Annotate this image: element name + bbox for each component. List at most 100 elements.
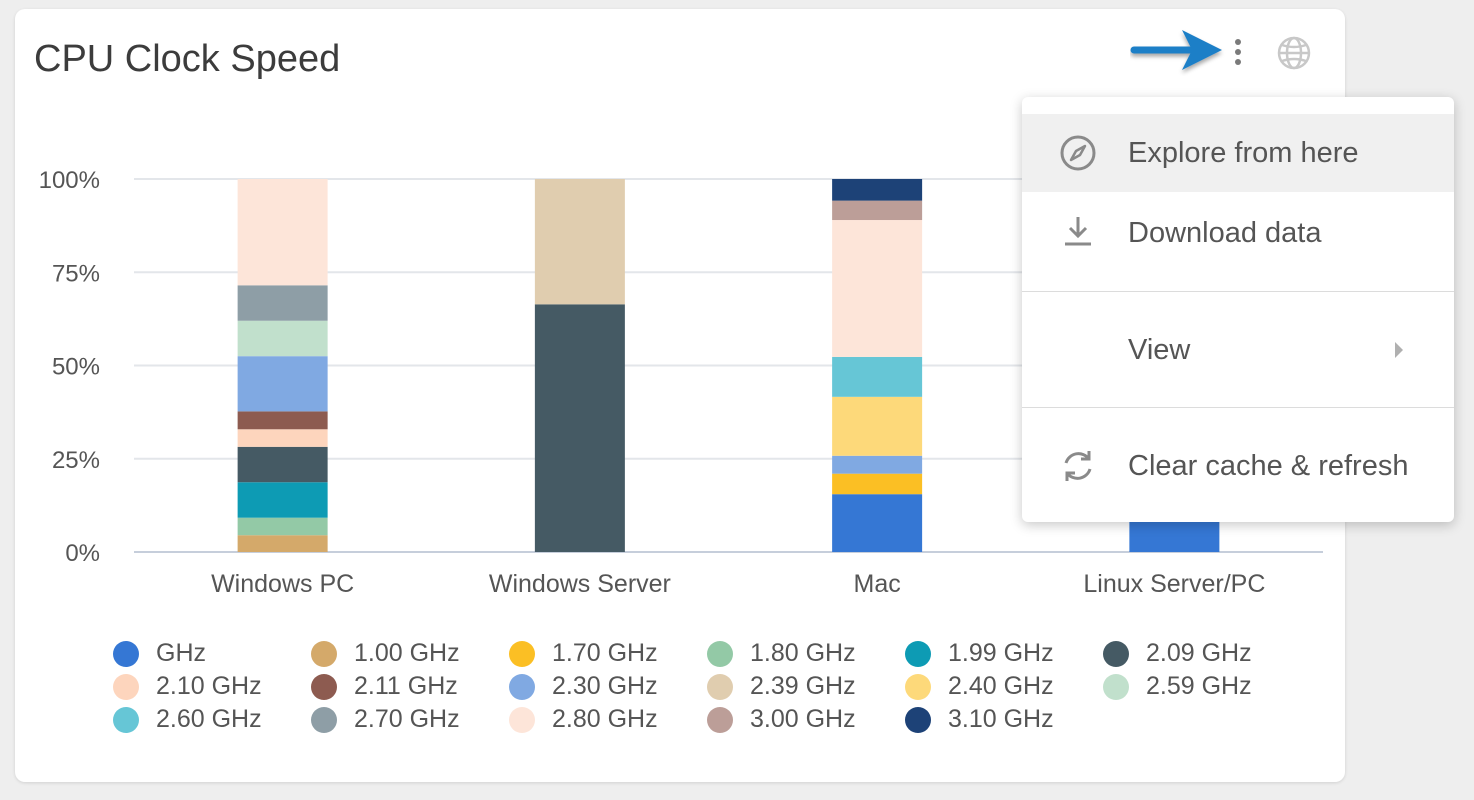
page-title: CPU Clock Speed [34,38,341,80]
menu-item-label: Explore from here [1128,136,1359,169]
menu-item-label: View [1128,333,1191,366]
legend-label: 2.80 GHz [552,705,658,733]
options-menu: Explore from here Download data View Cle… [1022,97,1454,522]
legend-swatch [905,640,931,667]
legend-label: 2.10 GHz [156,672,262,700]
bar-segment [237,356,328,412]
menu-item-label: Download data [1128,216,1322,249]
legend-swatch [707,673,733,700]
legend-label: 3.10 GHz [948,705,1054,733]
legend-swatch [113,673,139,700]
legend-label: 2.59 GHz [1146,672,1252,700]
legend-label: 3.00 GHz [750,705,856,733]
bar-segment [832,179,923,201]
legend-label: 1.00 GHz [354,639,460,667]
legend-item[interactable]: 1.70 GHz [509,639,707,667]
bar-segment [832,455,923,474]
globe-icon[interactable] [1276,35,1312,71]
bar-segment [832,220,923,357]
menu-divider [1022,407,1454,408]
bar-segment [832,396,923,456]
explore-from-here-menu-item[interactable]: Explore from here [1022,114,1454,192]
legend-item[interactable]: 2.39 GHz [707,672,905,700]
legend-label: 1.80 GHz [750,639,856,667]
more-options-icon[interactable] [1226,36,1250,68]
legend-swatch [509,640,535,667]
menu-item-label: Clear cache & refresh [1128,449,1409,482]
legend-item[interactable]: 1.99 GHz [905,639,1103,667]
legend-swatch [905,706,931,733]
bar-segment [237,179,328,286]
legend-swatch [1103,673,1129,700]
bar-segment [237,285,328,321]
bar-segment [832,356,923,397]
legend-item[interactable]: 2.80 GHz [509,705,707,733]
legend-swatch [311,673,337,700]
legend-swatch [905,673,931,700]
y-tick-label: 75% [52,260,100,287]
legend-item[interactable]: GHz [113,639,311,667]
compass-icon [1060,135,1096,171]
legend-label: 2.09 GHz [1146,639,1252,667]
x-tick-label: Linux Server/PC [1083,570,1265,598]
y-tick-label: 50% [52,354,100,381]
legend-item[interactable]: 2.11 GHz [311,672,509,700]
bar-segment [832,494,923,552]
legend-swatch [707,640,733,667]
download-icon [1065,217,1091,246]
view-menu-item[interactable]: View [1022,311,1454,389]
bar-segment [237,429,328,447]
bar-segment [534,304,625,552]
legend-label: 1.70 GHz [552,639,658,667]
legend-swatch [113,640,139,667]
legend-label: 2.70 GHz [354,705,460,733]
legend-swatch [311,706,337,733]
legend-swatch [311,640,337,667]
bar-segment [534,179,625,305]
x-tick-label: Mac [854,570,901,598]
download-data-menu-item[interactable]: Download data [1022,194,1454,272]
bar-segment [832,473,923,495]
bar-segment [237,535,328,552]
y-tick-label: 0% [65,540,100,567]
legend-item[interactable]: 3.10 GHz [905,705,1103,733]
bar-segment [832,200,923,221]
legend-swatch [509,706,535,733]
legend-label: GHz [156,639,206,667]
x-tick-label: Windows Server [489,570,671,598]
legend-label: 2.40 GHz [948,672,1054,700]
legend-item[interactable]: 2.10 GHz [113,672,311,700]
legend-swatch [1103,640,1129,667]
menu-divider [1022,291,1454,292]
bar-segment [237,517,328,536]
legend-item[interactable]: 2.09 GHz [1103,639,1301,667]
bar-segment [237,446,328,483]
legend-label: 2.11 GHz [354,672,458,700]
y-tick-label: 100% [39,167,100,194]
bar-segment [237,411,328,430]
legend-item[interactable]: 1.00 GHz [311,639,509,667]
bar-segment [237,482,328,518]
legend-item[interactable]: 3.00 GHz [707,705,905,733]
legend-swatch [707,706,733,733]
legend-item[interactable]: 2.40 GHz [905,672,1103,700]
clear-cache-refresh-menu-item[interactable]: Clear cache & refresh [1022,427,1454,505]
legend-swatch [113,706,139,733]
legend-label: 2.39 GHz [750,672,856,700]
refresh-icon [1064,451,1092,481]
legend-label: 2.30 GHz [552,672,658,700]
legend-label: 2.60 GHz [156,705,262,733]
bar-segment [237,320,328,357]
legend-item[interactable]: 2.59 GHz [1103,672,1301,700]
y-tick-label: 25% [52,447,100,474]
legend-item[interactable]: 1.80 GHz [707,639,905,667]
x-tick-label: Windows PC [211,570,354,598]
chevron-right-icon [1395,342,1403,358]
legend-item[interactable]: 2.60 GHz [113,705,311,733]
legend-item[interactable]: 2.30 GHz [509,672,707,700]
arrow-pointer-icon [1130,30,1222,70]
chart-legend: GHz 1.00 GHz 1.70 GHz 1.80 GHz 1.99 GHz 2.09 … [113,639,1313,733]
legend-swatch [509,673,535,700]
legend-item[interactable]: 2.70 GHz [311,705,509,733]
legend-label: 1.99 GHz [948,639,1054,667]
